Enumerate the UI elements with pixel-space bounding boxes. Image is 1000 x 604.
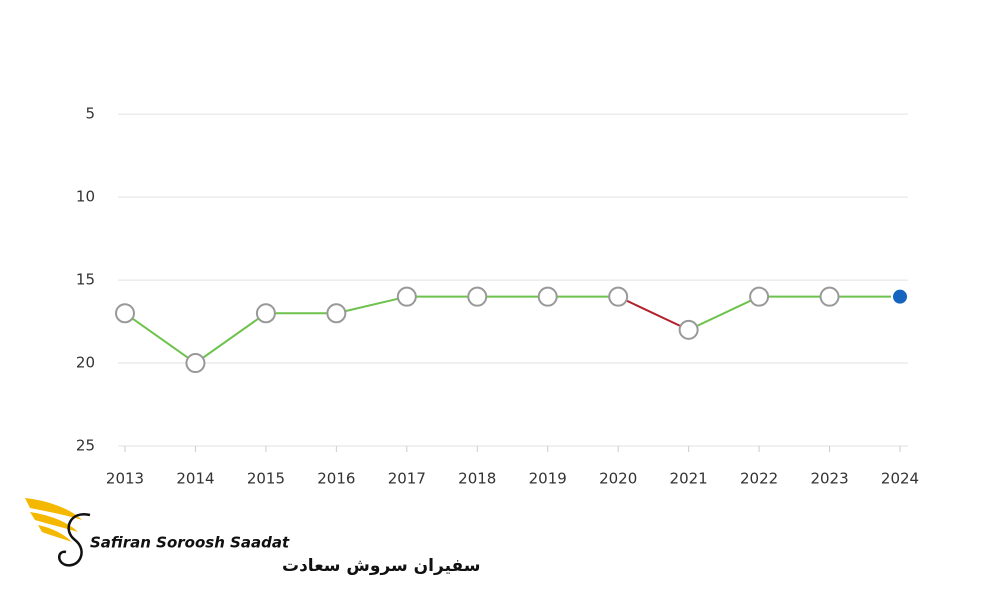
point — [819, 286, 840, 307]
y-tick-label: 5 — [85, 105, 95, 123]
logo-wing — [25, 498, 82, 520]
point — [467, 286, 488, 307]
point — [678, 319, 699, 340]
line-segment — [336, 295, 408, 315]
logo-name-fa: سفیران سروش سعادت — [282, 556, 480, 576]
y-tick-label: 20 — [76, 354, 95, 372]
point — [396, 286, 417, 307]
x-tick-label: 2020 — [599, 470, 637, 488]
line-segment — [124, 312, 197, 364]
x-tick-label: 2013 — [106, 470, 144, 488]
point — [608, 286, 629, 307]
point — [891, 287, 909, 306]
y-tick-label: 25 — [76, 437, 95, 455]
point — [749, 286, 770, 307]
x-tick-label: 2024 — [881, 470, 919, 488]
point — [537, 286, 558, 307]
x-tick-label: 2019 — [529, 470, 567, 488]
point — [255, 303, 276, 324]
x-tick-label: 2023 — [810, 470, 848, 488]
point — [326, 303, 347, 324]
y-tick-label: 15 — [76, 271, 95, 289]
line-segment — [194, 312, 267, 364]
point — [115, 303, 135, 324]
x-tick-label: 2015 — [247, 470, 285, 488]
x-tick-label: 2018 — [458, 470, 496, 488]
logo: Safiran Soroosh Saadat سفیران سروش سعادت — [25, 498, 480, 576]
x-tick-label: 2022 — [740, 470, 778, 488]
x-tick-label: 2014 — [176, 470, 214, 488]
y-tick-label: 10 — [76, 188, 95, 206]
logo-wing — [38, 525, 72, 542]
logo-name: Safiran Soroosh Saadat — [90, 534, 290, 552]
logo-wing — [30, 512, 78, 532]
point — [185, 353, 206, 374]
x-tick-label: 2021 — [670, 470, 708, 488]
x-tick-label: 2016 — [317, 470, 355, 488]
logo-s — [58, 512, 91, 567]
line-segment — [617, 295, 690, 331]
x-tick-label: 2017 — [388, 470, 426, 488]
line-segment — [688, 295, 760, 331]
